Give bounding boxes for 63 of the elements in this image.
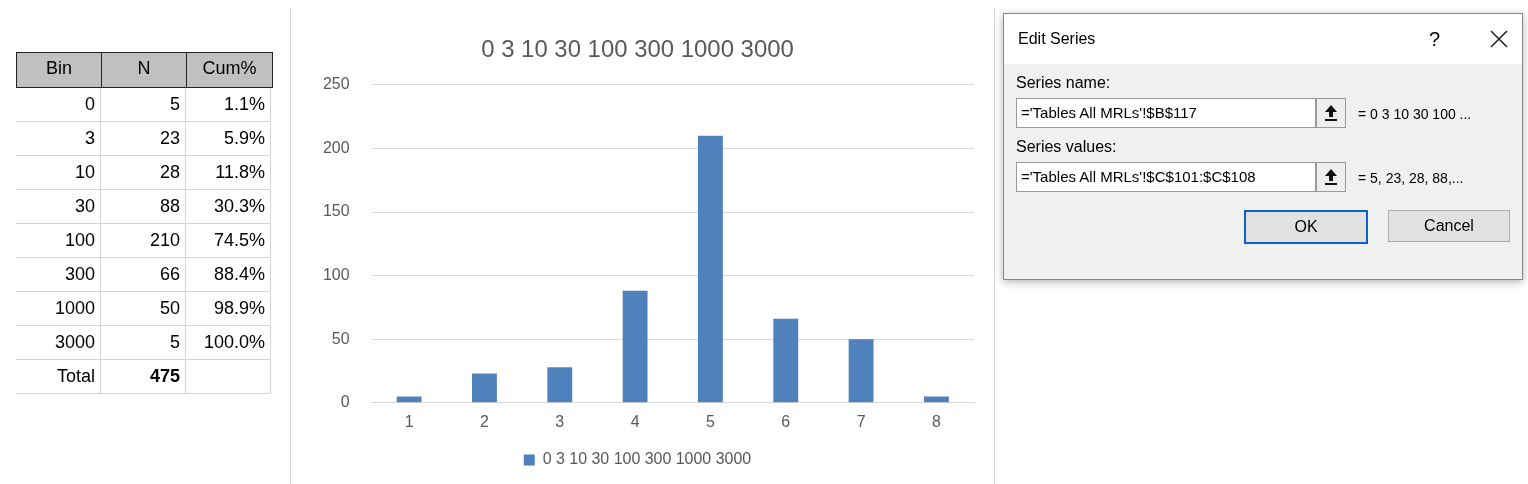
text: 3000: [16, 326, 101, 360]
text: = 0 3 10 30 100 ...: [1358, 106, 1472, 124]
x-tick-label: 2: [480, 412, 489, 430]
bar: [848, 339, 874, 403]
bar: [547, 367, 573, 403]
text: 11.8%: [186, 156, 271, 190]
text: 10: [16, 156, 101, 190]
text: 210: [101, 224, 186, 258]
x-tick-label: 6: [781, 412, 791, 430]
text: Cancel: [1388, 210, 1510, 242]
text: 66: [101, 258, 186, 292]
text: 1000: [16, 292, 101, 326]
text: 30.3%: [186, 190, 271, 224]
text: ='Tables All MRLs'!$C$101:$C$108: [1016, 162, 1316, 192]
text: 5: [101, 88, 186, 122]
y-tick-label: 250: [322, 75, 350, 93]
text: 100: [16, 224, 101, 258]
x-tick-label: 8: [931, 412, 941, 430]
x-tick-label: 7: [856, 412, 866, 430]
x-tick-label: 5: [705, 412, 715, 430]
text: 88.4%: [186, 258, 271, 292]
bar: [773, 318, 799, 403]
text: 0: [16, 88, 101, 122]
x-tick-label: 4: [630, 412, 640, 430]
text: 98.9%: [186, 292, 271, 326]
bar: [923, 396, 949, 403]
x-tick-label: 1: [404, 412, 414, 430]
text: Total: [16, 360, 101, 394]
text: 5.9%: [186, 122, 271, 156]
text: Cum%: [201, 57, 258, 80]
bar: [396, 396, 422, 403]
text: 300: [16, 258, 101, 292]
text: Series name:: [1016, 74, 1112, 92]
x-tick-label: 3: [555, 412, 565, 430]
text: 3: [16, 122, 101, 156]
bar: [472, 373, 497, 403]
y-tick-label: 200: [322, 138, 350, 156]
text: = 5, 23, 28, 88,...: [1358, 170, 1464, 188]
legend-label: 0 3 10 30 100 300 1000 3000: [542, 450, 752, 468]
text: Bin: [17, 53, 102, 87]
bar: [698, 135, 723, 403]
y-tick-label: 150: [322, 202, 350, 220]
y-tick-label: 50: [331, 329, 350, 347]
text: OK: [1244, 210, 1368, 244]
text: 475: [101, 360, 186, 394]
text: 88: [101, 190, 186, 224]
text: 1.1%: [186, 88, 271, 122]
text: 5: [101, 326, 186, 360]
y-tick-label: 100: [322, 265, 350, 284]
text: ?: [1428, 27, 1440, 51]
text: N: [102, 53, 187, 87]
text: 23: [101, 122, 186, 156]
text: 30: [16, 190, 101, 224]
text: 50: [101, 292, 186, 326]
text: Edit Series: [1018, 30, 1096, 48]
text: ='Tables All MRLs'!$B$117: [1016, 98, 1316, 128]
text: 28: [101, 156, 186, 190]
y-tick-label: 0: [340, 393, 350, 411]
chart-title: 0 3 10 30 100 300 1000 3000: [481, 34, 794, 63]
text: Series values:: [1016, 138, 1118, 156]
text: 100.0%: [186, 326, 271, 360]
bar: [622, 290, 648, 403]
text: 74.5%: [186, 224, 271, 258]
